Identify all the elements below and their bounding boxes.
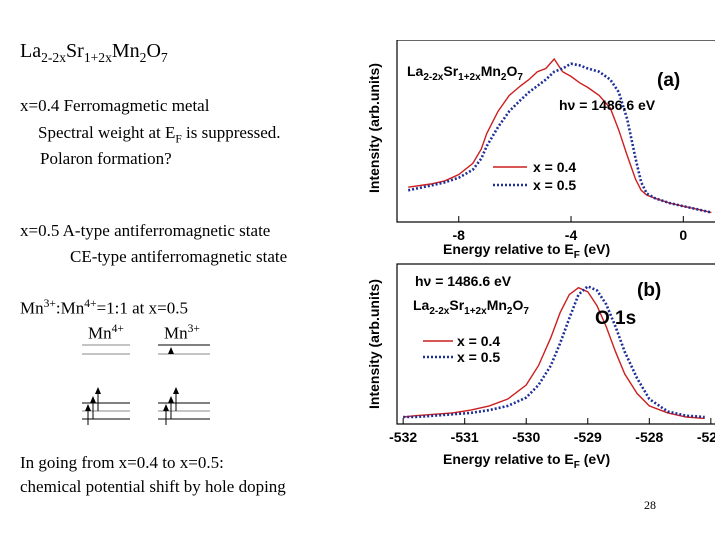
x05-heading: x=0.5 A-type antiferromagnetic state (20, 221, 271, 240)
mn-ratio-line: Mn3+:Mn4+=1:1 at x=0.5 (20, 293, 188, 319)
title-sr: Sr (66, 40, 84, 62)
chart-b-compound-label: La2-2xSr1+2xMn2O7 (413, 297, 529, 317)
chart-a-ylabel: Intensity (arb.units) (366, 63, 382, 193)
chart-a-x-tick-label-1: -4 (565, 227, 578, 243)
chart-a-line-series-1 (407, 62, 712, 214)
chart-b-panel-label: (b) (637, 280, 661, 301)
mn3-sup: 3+ (187, 322, 200, 335)
ratio-rest: =1:1 at x=0.5 (96, 298, 188, 318)
mn4-base: Mn (88, 323, 112, 343)
o1s-core-level-chart: Intensity (arb.units) -532 -531 -530 -529 -5… (366, 263, 715, 471)
chart-a-x-tick-label-2: 0 (679, 227, 687, 243)
conclusion-line-2: chemical potential shift by hole doping (20, 477, 286, 496)
chart-a-legend-x05: x = 0.5 (533, 177, 576, 193)
chart-b-x-tick-label-3: -529 (574, 429, 602, 445)
x05-ce-type-note: CE-type antiferromagnetic state (70, 247, 288, 266)
title-mn: Mn (111, 40, 140, 62)
chart-b-legend-x05: x = 0.5 (457, 349, 500, 365)
chart-b-series-group (403, 284, 705, 420)
title-la-sub: 2-2x (41, 50, 67, 65)
chart-b-photon-energy: hν = 1486.6 eV (415, 273, 512, 289)
slide-title: La2-2xSr1+2xMn2O7 (20, 40, 168, 66)
chart-a-series-group (407, 57, 712, 214)
chart-a-photon-energy: hν = 1486.6 eV (559, 97, 656, 113)
chart-a-line-series-0 (408, 57, 712, 214)
chart-b-frame (396, 263, 715, 425)
chart-b-x-tick-label-1: -531 (451, 429, 479, 445)
conclusion-line-1: In going from x=0.4 to x=0.5: (20, 453, 224, 472)
chart-b-xlabel: Energy relative to EF (eV) (443, 451, 610, 471)
chart-b-x-tick-label-4: -528 (635, 429, 663, 445)
chart-b-x-tick-label-0: -532 (389, 429, 417, 445)
mn4-sup: 4+ (111, 322, 124, 335)
energy-level-diagram (82, 344, 210, 425)
chart-b-line-series-0 (403, 286, 705, 420)
mn3-t2g-spins (163, 387, 179, 425)
title-mn-sub: 2 (139, 50, 147, 65)
title-o-sub: 7 (160, 50, 168, 65)
ratio-a: Mn (20, 298, 44, 318)
mn3-eg-spin-up-arrow (168, 347, 174, 354)
title-o: O (146, 40, 161, 62)
chart-a-frame (396, 40, 715, 223)
chart-a-xlabel: Energy relative to EF (eV) (443, 241, 610, 261)
chart-b-legend-x04: x = 0.4 (457, 333, 500, 349)
x04-heading: x=0.4 Ferromagmetic metal (20, 96, 210, 115)
chart-b-line-series-1 (403, 284, 705, 419)
chart-b-x-tick-label-5: -527 (697, 429, 715, 445)
chart-b-x-tick-label-2: -530 (512, 429, 540, 445)
title-la: La (20, 40, 42, 62)
ratio-a-sup: 3+ (43, 297, 56, 310)
chart-a-ticks-group: -8 -4 0 (453, 216, 687, 243)
chart-a-x-tick-label-0: -8 (453, 227, 466, 243)
ratio-colon: :Mn (55, 298, 85, 318)
title-sr-sub: 1+2x (83, 50, 112, 65)
x04-spectral-weight-note: Spectral weight at EF is suppressed. (38, 122, 281, 149)
x04-note-sub: F (175, 132, 182, 146)
x04-note-post: is suppressed. (181, 123, 281, 142)
chart-a-compound-label: La2-2xSr1+2xMn2O7 (407, 63, 523, 83)
mn3-label: Mn3+ (164, 318, 200, 344)
ratio-b-sup: 4+ (84, 297, 97, 310)
page-number: 28 (644, 498, 656, 512)
valence-band-chart: Intensity (arb.units) -8 -4 0 La2-2xSr1+2x… (366, 40, 715, 261)
mn4-t2g-spins (85, 387, 101, 425)
chart-b-ticks-group: -532 -531 -530 -529 -528 -527 (389, 418, 715, 445)
x04-note-pre: Spectral weight at E (38, 123, 176, 142)
chart-a-panel-label: (a) (657, 70, 680, 91)
mn3-base: Mn (164, 323, 188, 343)
chart-b-core-label: O 1s (595, 308, 636, 329)
chart-b-ylabel: Intensity (arb.units) (366, 279, 382, 409)
chart-a-legend-x04: x = 0.4 (533, 159, 576, 175)
mn4-label: Mn4+ (88, 318, 124, 344)
x04-polaron-note: Polaron formation? (40, 149, 172, 168)
